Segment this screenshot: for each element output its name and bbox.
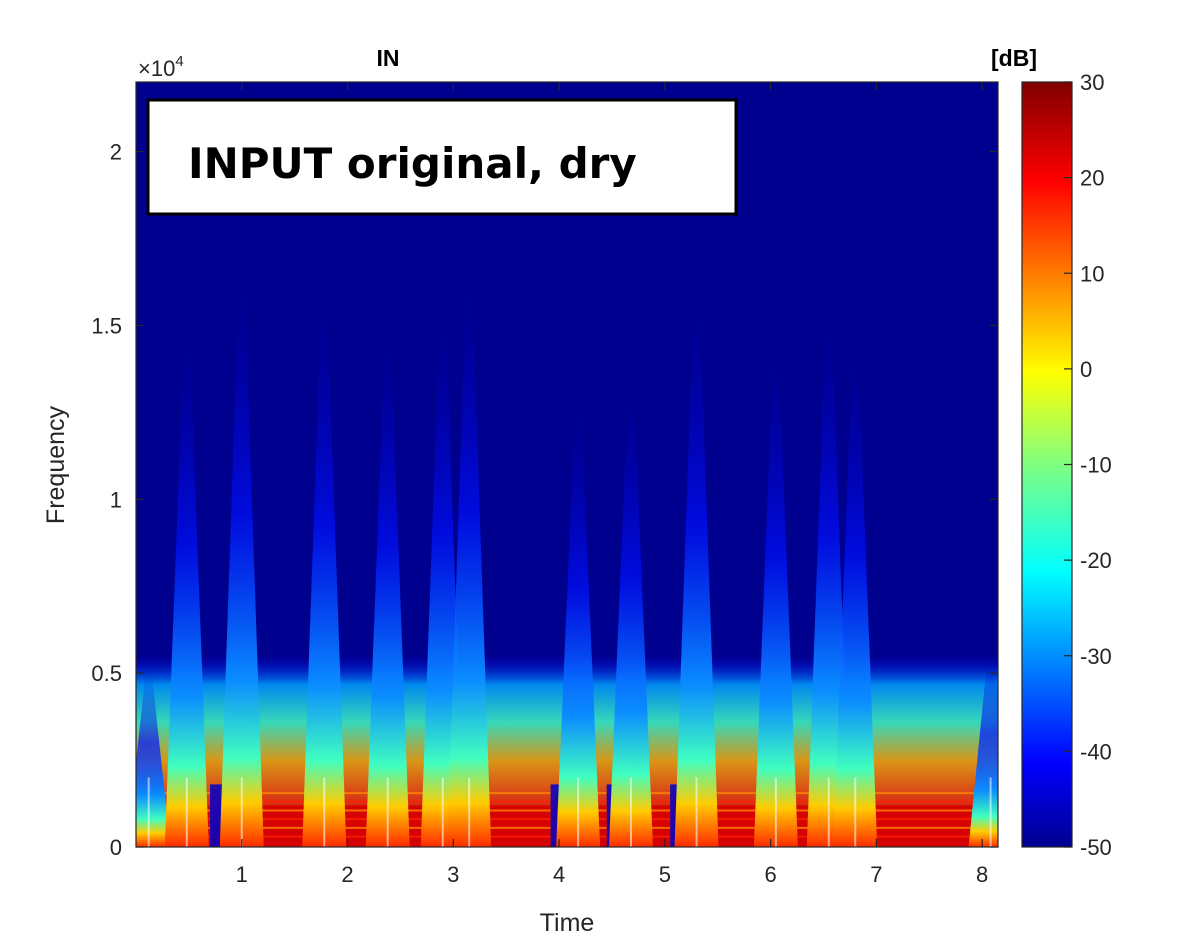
note-onset-plume (164, 342, 209, 847)
colorbar-tick-label: 20 (1080, 166, 1104, 191)
x-tick-label: 2 (341, 862, 353, 887)
y-tick-label: 2 (110, 140, 122, 165)
note-onset-plume (302, 308, 347, 847)
x-tick-label: 3 (447, 862, 459, 887)
colorbar-tick-label: -40 (1080, 739, 1112, 764)
x-axis-label: Time (540, 909, 595, 937)
y-axis-label: Frequency (42, 405, 70, 524)
colorbar-tick-label: -30 (1080, 644, 1112, 669)
note-onset-plume (136, 673, 171, 847)
x-tick-label: 4 (553, 862, 565, 887)
note-onset-plume (753, 360, 798, 847)
y-tick-label: 0 (110, 835, 122, 860)
spectrogram-image (136, 290, 998, 847)
colorbar-tick-label: -20 (1080, 548, 1112, 573)
note-onset-plume (447, 290, 492, 847)
x-axis-ticks: 1 2 3 4 5 6 7 8 (236, 82, 988, 887)
note-onset-plume (608, 394, 653, 847)
colorbar-label: [dB] (991, 45, 1037, 71)
y-exponent-base: ×10 (138, 56, 175, 81)
chart-title: IN (377, 45, 400, 71)
x-tick-label: 6 (764, 862, 776, 887)
x-tick-label: 8 (976, 862, 988, 887)
y-tick-label: 1 (110, 487, 122, 512)
note-onset-plume (833, 360, 878, 847)
colorbar-tick-label: -10 (1080, 453, 1112, 478)
plot-frame (135, 81, 999, 848)
colorbar (1021, 81, 1073, 848)
colorbar-tick-label: 0 (1080, 357, 1092, 382)
y-tick-label: 0.5 (91, 661, 122, 686)
colorbar-tick-label: -50 (1080, 835, 1112, 860)
note-onset-plume (365, 342, 410, 847)
x-tick-label: 5 (659, 862, 671, 887)
annotation-box (146, 98, 738, 216)
x-tick-label: 1 (236, 862, 248, 887)
y-tick-label: 1.5 (91, 313, 122, 338)
annotation-text: INPUT original, dry (188, 139, 637, 188)
note-onset-plume (556, 412, 601, 847)
y-exponent-power: 4 (175, 53, 183, 70)
y-exponent-label: ×104 (138, 53, 184, 81)
note-onset-plume (674, 308, 719, 847)
colorbar-tick-label: 30 (1080, 70, 1104, 95)
note-onset-plume (219, 290, 264, 847)
colorbar-ticks: 30 20 10 0 -10 -20 -30 -40 -50 (1064, 70, 1112, 860)
x-tick-label: 7 (870, 862, 882, 887)
y-axis-ticks: 0 0.5 1 1.5 2 (91, 140, 998, 860)
colorbar-tick-label: 10 (1080, 261, 1104, 286)
